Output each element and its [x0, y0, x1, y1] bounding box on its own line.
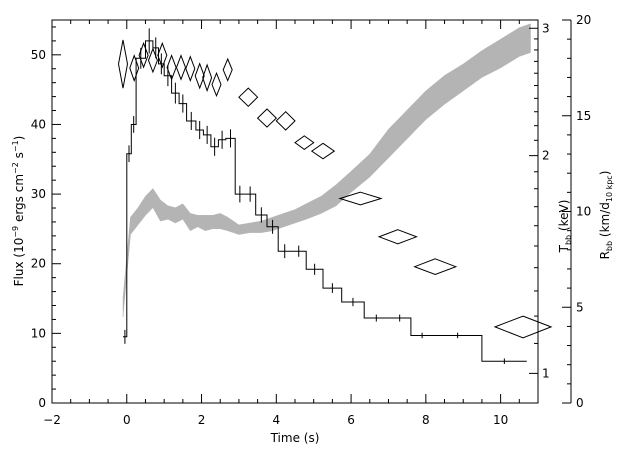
x-tick-label: 2: [198, 413, 206, 427]
temperature-diamond: [413, 258, 458, 276]
temperature-diamond-layer: [117, 39, 553, 339]
temperature-diamond: [117, 39, 129, 89]
temperature-diamond: [256, 108, 278, 128]
y-tick-label: 20: [31, 257, 46, 271]
flux-histogram-layer: [123, 28, 527, 365]
x-tick-label: 4: [272, 413, 280, 427]
y-tick-label: 10: [31, 326, 46, 340]
radius-tick-label: 10: [576, 205, 591, 219]
temperature-diamond: [194, 62, 205, 90]
y-tick-label: 40: [31, 117, 46, 131]
radius-axis-title: Rbb (km/d10 kpc): [598, 171, 614, 260]
temperature-tick-label: 2: [542, 149, 550, 163]
x-tick-label: −2: [43, 413, 61, 427]
temperature-diamond: [157, 41, 168, 69]
x-tick-label: 0: [123, 413, 131, 427]
temperature-axis-title: Tbb (keV): [557, 200, 573, 254]
temperature-diamond: [238, 87, 259, 107]
radius-tick-label: 15: [576, 109, 591, 123]
temperature-diamond: [185, 55, 196, 83]
y-tick-label: 0: [38, 396, 46, 410]
y-tick-label: 50: [31, 48, 46, 62]
temperature-diamond: [211, 71, 222, 98]
temperature-tick-label: 1: [542, 366, 550, 380]
temperature-diamond: [129, 54, 140, 83]
radius-band-layer: [122, 23, 531, 317]
temperature-diamond: [222, 57, 233, 82]
temperature-diamond: [166, 54, 177, 81]
temperature-diamond: [294, 135, 315, 151]
temperature-diamond: [377, 229, 418, 245]
x-tick-label: 8: [422, 413, 430, 427]
temperature-diamond: [147, 47, 158, 74]
radius-tick-label: 0: [576, 396, 584, 410]
temperature-diamond: [202, 63, 213, 93]
temperature-diamond: [275, 110, 296, 131]
radius-band: [122, 23, 531, 317]
temperature-diamond: [310, 142, 336, 160]
temperature-diamond: [175, 54, 187, 81]
temperature-diamond: [338, 191, 383, 206]
temperature-tick-label: 3: [542, 21, 550, 35]
x-tick-label: 10: [493, 413, 508, 427]
flux-step-line: [123, 40, 527, 362]
y-axis-title: Flux (10−9 ergs cm−2 s−1): [11, 136, 26, 287]
y-tick-label: 30: [31, 187, 46, 201]
temperature-diamond: [138, 41, 149, 69]
radius-tick-label: 5: [576, 300, 584, 314]
x-tick-label: 6: [347, 413, 355, 427]
x-axis-title: Time (s): [270, 431, 320, 445]
radius-tick-label: 20: [576, 13, 591, 27]
temperature-diamond: [493, 315, 553, 339]
